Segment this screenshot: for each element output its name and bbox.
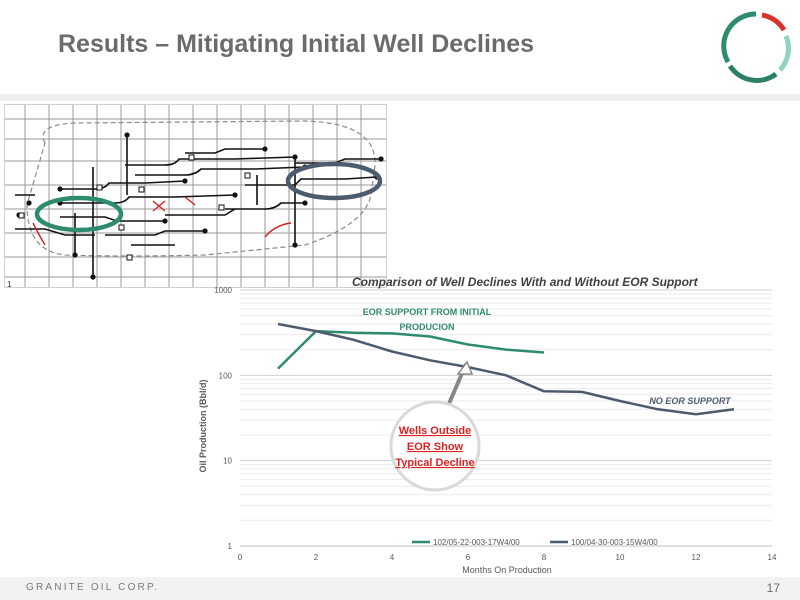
callout-line-1: Wells Outside bbox=[399, 425, 472, 437]
x-tick-label: 4 bbox=[390, 553, 395, 562]
footer-band bbox=[0, 577, 800, 600]
company-logo bbox=[721, 11, 791, 83]
callout-bubble bbox=[389, 400, 481, 492]
eor-boundary bbox=[26, 120, 376, 257]
x-tick-label: 0 bbox=[238, 553, 243, 562]
legend-label-eor: 102/05-22-003-17W4/00 bbox=[433, 538, 520, 547]
chart-gridlines bbox=[240, 289, 772, 547]
eor-annotation-line1: EOR SUPPORT FROM INITIAL bbox=[363, 307, 492, 317]
non-eor-well-highlight bbox=[285, 161, 383, 201]
slide-title: Results – Mitigating Initial Well Declin… bbox=[58, 30, 535, 58]
logo-ring-red bbox=[761, 12, 787, 32]
x-tick-label: 2 bbox=[314, 553, 319, 562]
x-tick-label: 10 bbox=[616, 553, 625, 562]
well-map-drawing bbox=[5, 105, 386, 287]
well-laterals bbox=[15, 135, 381, 277]
eor-annotation-line2: PRODUCION bbox=[399, 322, 454, 332]
x-axis-label: Months On Production bbox=[462, 565, 552, 575]
y-tick-label: 10 bbox=[223, 457, 232, 466]
page-number: 17 bbox=[766, 581, 780, 595]
x-tick-label: 12 bbox=[692, 553, 701, 562]
x-tick-label: 6 bbox=[466, 553, 471, 562]
no-eor-annotation: NO EOR SUPPORT bbox=[649, 396, 732, 406]
chart-axes: 1 10 100 1000 0 2 4 6 8 10 12 14 bbox=[214, 286, 777, 562]
series-line-no-eor bbox=[277, 322, 735, 416]
chart-series bbox=[277, 322, 735, 416]
y-tick-label: 100 bbox=[219, 371, 233, 380]
decline-chart: 1 10 100 1000 0 2 4 6 8 10 12 14 Months On Producti… bbox=[198, 286, 777, 575]
chart-legend: 102/05-22-003-17W4/00 100/04-30-003-15W4… bbox=[412, 538, 658, 547]
legend-label-no-eor: 100/04-30-003-15W4/00 bbox=[571, 538, 658, 547]
footer-company: GRANITE OIL CORP. bbox=[26, 582, 160, 593]
eor-well-highlight bbox=[34, 195, 124, 233]
y-axis-label: Oil Production (Bbl/d) bbox=[198, 380, 208, 473]
x-tick-label: 14 bbox=[768, 553, 777, 562]
well-dots bbox=[16, 132, 384, 280]
logo-ring-light bbox=[778, 35, 791, 72]
well-map bbox=[4, 104, 387, 288]
map-corner-label: 1 bbox=[7, 280, 12, 289]
injector-markers bbox=[32, 196, 292, 246]
logo-ring-teal bbox=[721, 11, 757, 64]
header-divider bbox=[0, 94, 800, 101]
chart-title: Comparison of Well Declines With and Wit… bbox=[352, 275, 698, 289]
x-tick-label: 8 bbox=[542, 553, 547, 562]
y-tick-label: 1000 bbox=[214, 286, 232, 295]
callout-line-2: EOR Show bbox=[407, 441, 464, 453]
y-tick-label: 1 bbox=[228, 542, 233, 551]
logo-ring-dark bbox=[727, 64, 778, 83]
well-pads bbox=[18, 154, 251, 261]
map-grid bbox=[5, 105, 386, 287]
callout-line-3: Typical Decline bbox=[395, 457, 474, 469]
callout-arrowhead bbox=[456, 360, 474, 375]
